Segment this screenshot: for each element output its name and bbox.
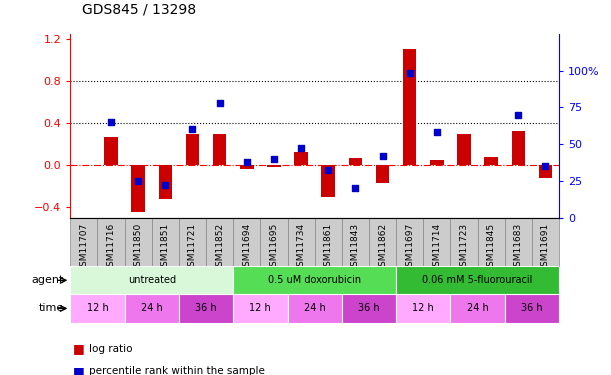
Point <box>323 168 333 174</box>
Bar <box>505 217 532 266</box>
Bar <box>213 134 227 165</box>
Bar <box>260 217 288 266</box>
Text: 36 h: 36 h <box>521 303 543 313</box>
Bar <box>396 217 423 266</box>
Text: 12 h: 12 h <box>249 303 271 313</box>
Text: percentile rank within the sample: percentile rank within the sample <box>89 366 265 375</box>
Bar <box>403 50 417 165</box>
Bar <box>450 217 478 266</box>
Text: GSM11734: GSM11734 <box>296 222 306 272</box>
Text: 24 h: 24 h <box>141 303 163 313</box>
Point <box>106 119 116 125</box>
Bar <box>104 136 118 165</box>
Bar <box>450 294 505 322</box>
Text: GSM11850: GSM11850 <box>134 222 142 272</box>
Text: ■: ■ <box>73 365 85 375</box>
Text: GSM11852: GSM11852 <box>215 222 224 272</box>
Text: ■: ■ <box>73 342 85 355</box>
Text: GSM11851: GSM11851 <box>161 222 170 272</box>
Point <box>351 185 360 191</box>
Point <box>161 182 170 188</box>
Text: GDS845 / 13298: GDS845 / 13298 <box>82 3 197 17</box>
Bar <box>233 217 260 266</box>
Bar <box>457 134 471 165</box>
Point <box>214 100 224 106</box>
Text: 0.06 mM 5-fluorouracil: 0.06 mM 5-fluorouracil <box>422 275 533 285</box>
Text: 36 h: 36 h <box>196 303 217 313</box>
Point <box>296 146 306 152</box>
Bar <box>206 217 233 266</box>
Point <box>405 70 415 76</box>
Bar <box>240 165 254 169</box>
Bar <box>369 217 396 266</box>
Text: GSM11721: GSM11721 <box>188 222 197 272</box>
Bar <box>70 266 233 294</box>
Text: GSM11694: GSM11694 <box>243 222 251 272</box>
Text: GSM11862: GSM11862 <box>378 222 387 272</box>
Text: 24 h: 24 h <box>467 303 488 313</box>
Bar <box>295 152 308 165</box>
Text: GSM11697: GSM11697 <box>405 222 414 272</box>
Bar <box>349 158 362 165</box>
Point <box>242 159 252 165</box>
Bar <box>511 131 525 165</box>
Text: GSM11691: GSM11691 <box>541 222 550 272</box>
Text: GSM11683: GSM11683 <box>514 222 523 272</box>
Bar <box>70 294 125 322</box>
Text: time: time <box>39 303 64 313</box>
Text: log ratio: log ratio <box>89 344 132 354</box>
Bar <box>321 165 335 196</box>
Text: GSM11845: GSM11845 <box>487 222 496 272</box>
Text: GSM11695: GSM11695 <box>269 222 279 272</box>
Bar <box>152 217 179 266</box>
Bar <box>423 217 450 266</box>
Point <box>133 178 143 184</box>
Text: agent: agent <box>32 275 64 285</box>
Bar <box>342 217 369 266</box>
Bar <box>131 165 145 212</box>
Bar <box>539 165 552 178</box>
Text: untreated: untreated <box>128 275 176 285</box>
Text: GSM11714: GSM11714 <box>433 222 441 272</box>
Bar <box>376 165 389 183</box>
Text: 0.5 uM doxorubicin: 0.5 uM doxorubicin <box>268 275 361 285</box>
Text: 24 h: 24 h <box>304 303 326 313</box>
Text: GSM11707: GSM11707 <box>79 222 89 272</box>
Bar <box>485 157 498 165</box>
Point <box>541 163 551 169</box>
Bar <box>233 266 396 294</box>
Bar <box>505 294 559 322</box>
Bar <box>97 217 125 266</box>
Point <box>269 156 279 162</box>
Text: GSM11843: GSM11843 <box>351 222 360 272</box>
Point <box>432 129 442 135</box>
Text: GSM11716: GSM11716 <box>106 222 115 272</box>
Bar <box>342 294 396 322</box>
Text: GSM11861: GSM11861 <box>324 222 333 272</box>
Bar <box>233 294 288 322</box>
Point <box>513 112 523 118</box>
Bar <box>125 217 152 266</box>
Bar <box>70 217 97 266</box>
Bar <box>267 165 280 167</box>
Bar <box>478 217 505 266</box>
Text: 12 h: 12 h <box>412 303 434 313</box>
Bar <box>532 217 559 266</box>
Text: 36 h: 36 h <box>358 303 380 313</box>
Bar <box>288 217 315 266</box>
Bar <box>186 134 199 165</box>
Bar <box>315 217 342 266</box>
Bar <box>179 294 233 322</box>
Text: 12 h: 12 h <box>87 303 108 313</box>
Bar <box>288 294 342 322</box>
Text: GSM11723: GSM11723 <box>459 222 469 272</box>
Point <box>378 153 387 159</box>
Bar <box>179 217 206 266</box>
Bar <box>396 294 450 322</box>
Bar <box>430 160 444 165</box>
Bar <box>125 294 179 322</box>
Point <box>188 126 197 132</box>
Bar <box>396 266 559 294</box>
Bar <box>158 165 172 199</box>
